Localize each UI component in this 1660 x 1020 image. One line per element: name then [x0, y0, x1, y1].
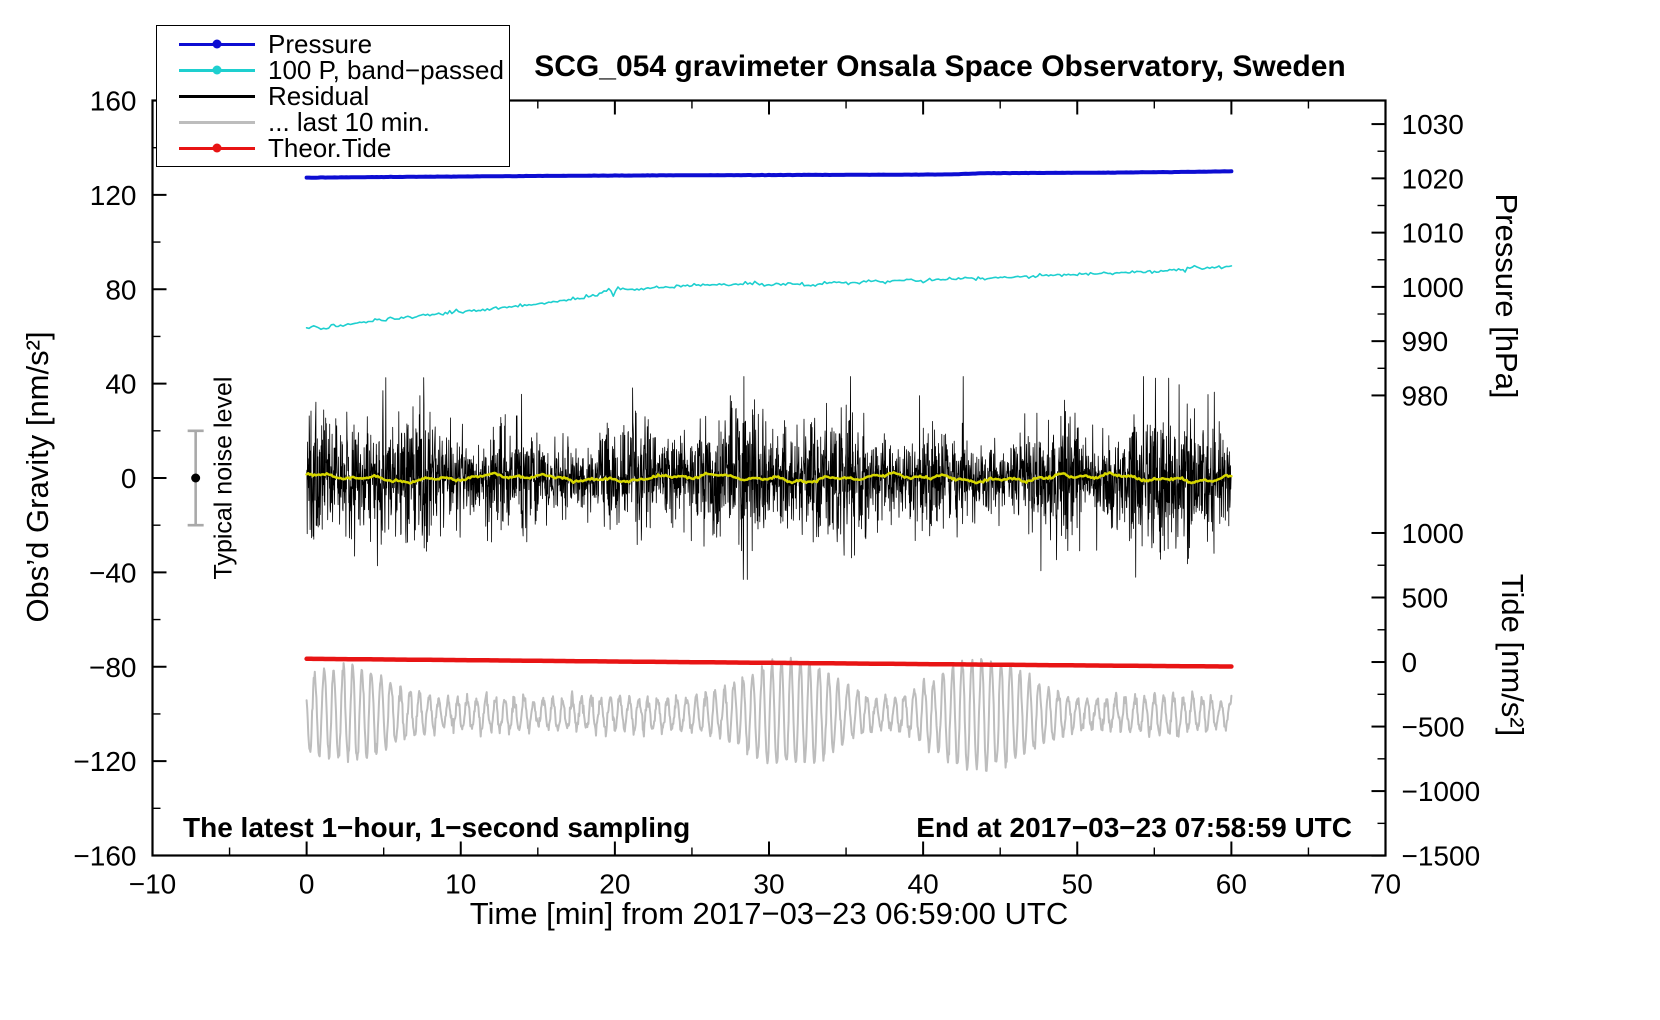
tick-label: −10 [129, 869, 177, 900]
tick-labels: −10 0 10 20 30 40 50 60 70−160−120−80−4004080120… [73, 86, 1480, 900]
tick-label: −80 [89, 652, 137, 683]
tick-label: 1000 [1402, 518, 1464, 549]
noise-level-dot [191, 473, 201, 483]
legend-marker-dot [212, 65, 222, 75]
tick-label: 10 [445, 869, 476, 900]
tick-label: 70 [1370, 869, 1401, 900]
legend-line-sample [179, 143, 255, 153]
tick-label: 40 [105, 369, 136, 400]
legend-label: 100 P, band−passed [268, 54, 504, 85]
tick-label: −160 [73, 841, 136, 872]
series-residual [306, 376, 1232, 580]
tick-label: −120 [73, 746, 136, 777]
tick-label: 1030 [1402, 109, 1464, 140]
legend-item-band-passed: 100 P, band−passed [157, 54, 509, 85]
y-axis-label-gravity: Obs’d Gravity [nm/s²] [20, 331, 55, 623]
legend-marker-dot [212, 143, 222, 153]
tick-label: 160 [90, 86, 137, 117]
y-axis-label-pressure: Pressure [hPa] [1489, 193, 1524, 399]
tick-label: 120 [90, 180, 137, 211]
tick-label: 20 [599, 869, 630, 900]
tick-label: 1000 [1402, 272, 1464, 303]
legend-item-residual: Residual [157, 80, 509, 111]
legend-line-sample [179, 65, 255, 75]
legend-box: Pressure 100 P, band−passed Residual ...… [156, 25, 510, 167]
legend-line-sample [179, 39, 255, 49]
legend-item-pressure: Pressure [157, 28, 509, 59]
tick-label: 0 [299, 869, 315, 900]
legend-line-sample [179, 120, 255, 124]
tick-label: 30 [753, 869, 784, 900]
tick-label: −500 [1402, 712, 1465, 743]
y-axis-label-tide: Tide [nm/s²] [1495, 573, 1530, 737]
tick-label: 980 [1402, 380, 1449, 411]
tick-label: 1020 [1402, 163, 1464, 194]
legend-label: Theor.Tide [268, 132, 392, 163]
tick-label: 500 [1402, 583, 1449, 614]
annotation-end-time: End at 2017−03−23 07:58:59 UTC [916, 812, 1352, 843]
series-pressure [304, 169, 1234, 180]
tick-label: 80 [105, 274, 136, 305]
tick-label: −40 [89, 557, 137, 588]
x-axis-label: Time [min] from 2017−03−23 06:59:00 UTC [469, 896, 1069, 931]
tick-label: −1500 [1402, 841, 1481, 872]
tick-label: 0 [121, 463, 137, 494]
legend-label: ... last 10 min. [268, 106, 430, 137]
tick-label: 60 [1216, 869, 1247, 900]
series-theor_tide [304, 656, 1234, 669]
typical-noise-level-label: Typical noise level [209, 376, 238, 580]
legend-label: Pressure [268, 28, 373, 59]
legend-item-theor-tide: Theor.Tide [157, 132, 509, 163]
legend-line-sample [179, 94, 255, 98]
chart-title: SCG_054 gravimeter Onsala Space Observat… [534, 50, 1346, 83]
noise-level-bar [187, 429, 204, 527]
tick-label: 990 [1402, 326, 1449, 357]
series-band_passed [305, 264, 1233, 331]
tick-label: 1010 [1402, 218, 1464, 249]
tick-label: 40 [908, 869, 939, 900]
series-group [304, 169, 1234, 772]
series-residual_mean [305, 471, 1233, 485]
series-last10 [305, 656, 1233, 772]
tick-label: 0 [1402, 647, 1418, 678]
legend-marker-dot [212, 39, 222, 49]
tick-label: −1000 [1402, 776, 1481, 807]
legend-label: Residual [268, 80, 370, 111]
annotation-sampling: The latest 1−hour, 1−second sampling [183, 812, 691, 843]
tick-label: 50 [1062, 869, 1093, 900]
legend-item-last-10-min: ... last 10 min. [157, 106, 509, 137]
